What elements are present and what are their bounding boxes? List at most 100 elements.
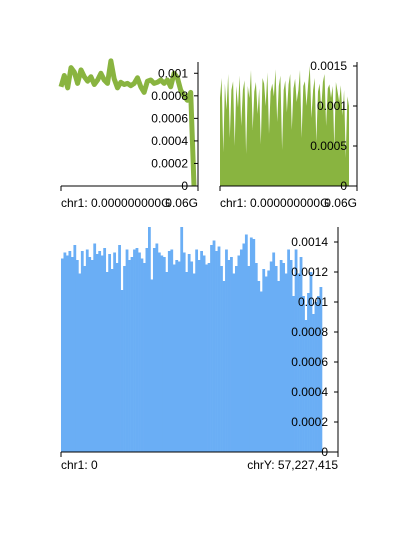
bar: [237, 255, 241, 452]
bar: [98, 251, 102, 452]
bar: [125, 249, 129, 452]
bar: [61, 258, 64, 452]
panel-bottom: 0.0014 0.0012 0.001 0.0008 0.0006 0.0004 0.000…: [60, 227, 339, 472]
bar: [182, 252, 186, 452]
bar: [317, 296, 320, 452]
y-tick-label: 0.0004: [291, 385, 328, 399]
bar: [130, 257, 134, 452]
bar: [314, 302, 318, 452]
bar: [259, 291, 263, 452]
y-tick-label: 0.001: [298, 295, 328, 309]
bar: [68, 251, 72, 452]
bar: [133, 249, 136, 452]
bar: [70, 257, 74, 452]
y-tick-label: 0.0002: [291, 415, 328, 429]
bar: [217, 246, 221, 452]
bar: [110, 269, 114, 452]
bar: [202, 255, 206, 452]
bar: [63, 252, 67, 452]
y-tick-label: 0.0004: [151, 134, 188, 148]
y-tick-label: 0.0012: [291, 265, 328, 279]
bar: [195, 249, 199, 452]
bar: [244, 234, 248, 452]
bar: [294, 249, 298, 452]
series-area: [220, 66, 349, 186]
bar: [160, 255, 164, 452]
bar: [289, 260, 293, 452]
y-tick-label: 0.0006: [291, 355, 328, 369]
bar: [113, 252, 116, 452]
bar: [215, 251, 218, 452]
bar: [307, 293, 310, 452]
bar: [140, 258, 144, 452]
bar: [118, 245, 121, 452]
bar: [145, 248, 149, 452]
bar: [277, 281, 281, 452]
bar: [220, 266, 223, 452]
bar: [120, 290, 124, 452]
y-tick-label: 0.001: [158, 66, 188, 80]
bar: [75, 260, 79, 452]
bar: [269, 261, 273, 452]
bar: [297, 273, 300, 452]
bar: [115, 263, 119, 452]
bar: [205, 264, 208, 452]
y-tick-label: 0.0005: [310, 139, 347, 153]
bar: [143, 263, 146, 452]
bar: [227, 260, 231, 452]
bar: [207, 263, 211, 452]
bar: [180, 227, 184, 452]
bar: [85, 249, 89, 452]
bar: [267, 270, 271, 452]
bar: [152, 248, 156, 452]
y-tick-label: 0.0008: [291, 325, 328, 339]
series-line: [58, 58, 197, 187]
bar: [90, 260, 94, 452]
bar: [252, 239, 256, 452]
bar: [170, 249, 174, 452]
bar: [239, 249, 243, 452]
x-start-label: chr1: 0: [61, 458, 98, 472]
bar: [235, 266, 238, 452]
bar: [95, 254, 99, 452]
bar: [210, 245, 213, 452]
y-tick-label: 0.0006: [151, 111, 188, 125]
bar: [155, 243, 159, 452]
bar: [192, 273, 196, 452]
bar: [287, 249, 290, 452]
bar: [157, 252, 161, 452]
bar: [177, 261, 181, 452]
bar: [187, 254, 191, 452]
bar: [222, 281, 226, 452]
bar: [88, 257, 92, 452]
bar: [73, 245, 77, 452]
bar: [302, 296, 305, 452]
bar: [165, 272, 169, 452]
bar: [100, 255, 104, 452]
x-end-label: chrY: 57,227,415: [247, 458, 338, 472]
bar: [93, 243, 97, 452]
x-end-label: 0.06G: [324, 196, 357, 210]
bar: [304, 320, 308, 452]
bar: [254, 263, 258, 452]
bar: [190, 261, 194, 452]
bar: [148, 227, 151, 452]
bar: [103, 248, 107, 452]
bar: [312, 314, 315, 452]
bar: [247, 266, 251, 452]
bar: [309, 272, 313, 452]
bar: [150, 279, 154, 452]
bar: [284, 273, 288, 452]
bar: [279, 260, 283, 452]
bar: [230, 257, 233, 452]
y-tick-label: 0.001: [317, 99, 347, 113]
y-tick-label: 0.0015: [310, 59, 347, 73]
bar: [282, 263, 286, 452]
bar: [200, 251, 203, 452]
bar: [108, 254, 112, 452]
bar: [272, 252, 276, 452]
bar: [167, 251, 171, 452]
